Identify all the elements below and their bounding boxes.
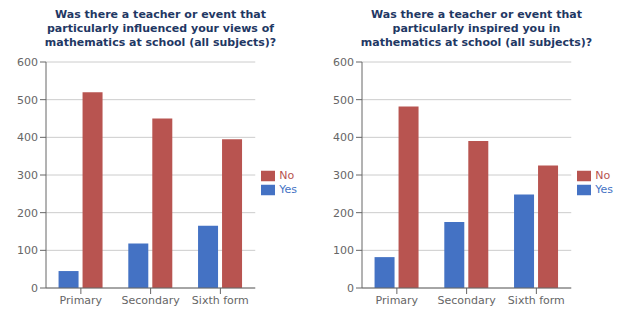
svg-text:300: 300: [333, 169, 354, 182]
svg-text:Primary: Primary: [376, 294, 419, 307]
svg-text:300: 300: [17, 169, 38, 182]
svg-text:Sixth form: Sixth form: [192, 294, 249, 307]
svg-text:Secondary: Secondary: [121, 294, 180, 307]
svg-text:200: 200: [17, 207, 38, 220]
svg-text:600: 600: [17, 56, 38, 69]
svg-text:0: 0: [347, 282, 354, 295]
svg-text:400: 400: [333, 131, 354, 144]
svg-text:0: 0: [31, 282, 38, 295]
svg-text:500: 500: [17, 94, 38, 107]
html-text:Was there a teacher or event t: Was there a teacher or event that partic…: [360, 8, 593, 49]
svg-text:Secondary: Secondary: [437, 294, 496, 307]
svg-text:600: 600: [333, 56, 354, 69]
html-text:Yes: Yes: [279, 183, 297, 196]
html-text:Was there a teacher or event t: Was there a teacher or event that partic…: [44, 8, 277, 49]
svg-text:100: 100: [333, 244, 354, 257]
svg-text:Sixth form: Sixth form: [508, 294, 565, 307]
svg-text:400: 400: [17, 131, 38, 144]
svg-text:Primary: Primary: [60, 294, 103, 307]
html-text:No: No: [595, 169, 611, 182]
svg-text:500: 500: [333, 94, 354, 107]
html-text:Yes: Yes: [595, 183, 613, 196]
html-text:No: No: [279, 169, 295, 182]
svg-text:100: 100: [17, 244, 38, 257]
svg-text:200: 200: [333, 207, 354, 220]
